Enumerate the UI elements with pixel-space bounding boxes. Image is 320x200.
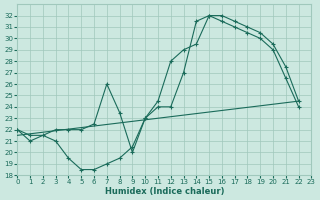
X-axis label: Humidex (Indice chaleur): Humidex (Indice chaleur) <box>105 187 224 196</box>
